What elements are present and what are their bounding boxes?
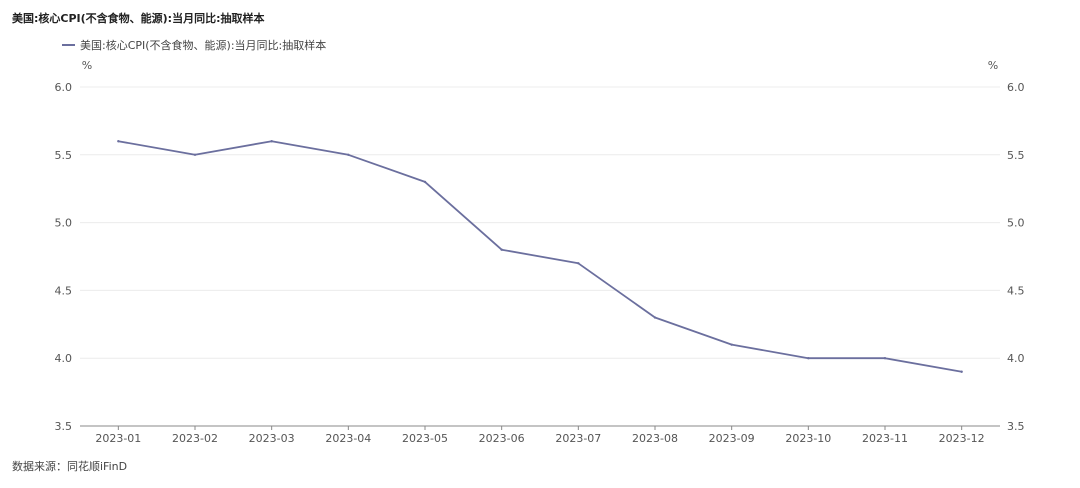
y-tick-label-left: 3.5 <box>55 420 73 433</box>
y-tick-label-right: 6.0 <box>1007 81 1025 94</box>
y-axis-right: % 6.0 5.5 5.0 4.5 4.0 3.5 <box>988 59 1025 433</box>
legend-swatch <box>62 44 75 46</box>
y-tick-label-right: 4.5 <box>1007 284 1025 297</box>
x-tick-label: 2023-06 <box>479 432 525 445</box>
legend-label: 美国:核心CPI(不含食物、能源):当月同比:抽取样本 <box>80 39 327 52</box>
x-axis: 2023-01 2023-02 2023-03 2023-04 2023-05 2023-… <box>80 425 1000 445</box>
data-point <box>960 370 963 373</box>
x-tick-label: 2023-11 <box>862 432 908 445</box>
x-tick-label: 2023-04 <box>325 432 371 445</box>
x-tick-label: 2023-07 <box>555 432 601 445</box>
data-point <box>193 153 197 156</box>
x-tick-label: 2023-05 <box>402 432 448 445</box>
series-layer <box>117 140 963 373</box>
x-tick-label: 2023-08 <box>632 432 678 445</box>
y-tick-label-left: 5.0 <box>55 217 73 230</box>
x-tick-label: 2023-01 <box>95 432 141 445</box>
y-tick-label-left: 4.5 <box>55 284 73 297</box>
data-point <box>500 248 503 251</box>
data-point <box>117 140 120 143</box>
grid-lines <box>80 86 1000 359</box>
x-tick-label: 2023-09 <box>709 432 755 445</box>
series-line <box>118 140 962 373</box>
y-axis-left-unit: % <box>82 59 92 72</box>
x-tick-label: 2023-02 <box>172 432 218 445</box>
x-tick-label: 2023-12 <box>939 432 985 445</box>
data-point <box>270 140 273 143</box>
y-tick-label-right: 5.5 <box>1007 149 1025 162</box>
data-point <box>730 343 733 346</box>
data-source-note: 数据来源：同花顺iFinD <box>12 460 128 473</box>
data-point <box>883 357 887 360</box>
y-tick-label-left: 6.0 <box>55 81 73 94</box>
data-point <box>653 316 657 319</box>
data-point <box>423 180 427 184</box>
x-tick-label: 2023-10 <box>785 432 831 445</box>
y-axis-left: % 6.0 5.5 5.0 4.5 4.0 3.5 <box>55 59 93 433</box>
data-point <box>577 262 580 265</box>
y-tick-label-right: 5.0 <box>1007 217 1025 230</box>
y-tick-label-left: 4.0 <box>55 352 73 365</box>
data-point <box>347 153 350 156</box>
y-tick-label-right: 3.5 <box>1007 420 1025 433</box>
y-tick-label-right: 4.0 <box>1007 352 1025 365</box>
y-tick-label-left: 5.5 <box>55 149 73 162</box>
x-tick-label: 2023-03 <box>249 432 295 445</box>
data-point <box>807 357 810 360</box>
y-axis-right-unit: % <box>988 59 998 72</box>
legend[interactable]: 美国:核心CPI(不含食物、能源):当月同比:抽取样本 <box>62 37 326 53</box>
chart-title: 美国:核心CPI(不含食物、能源):当月同比:抽取样本 <box>12 12 265 25</box>
